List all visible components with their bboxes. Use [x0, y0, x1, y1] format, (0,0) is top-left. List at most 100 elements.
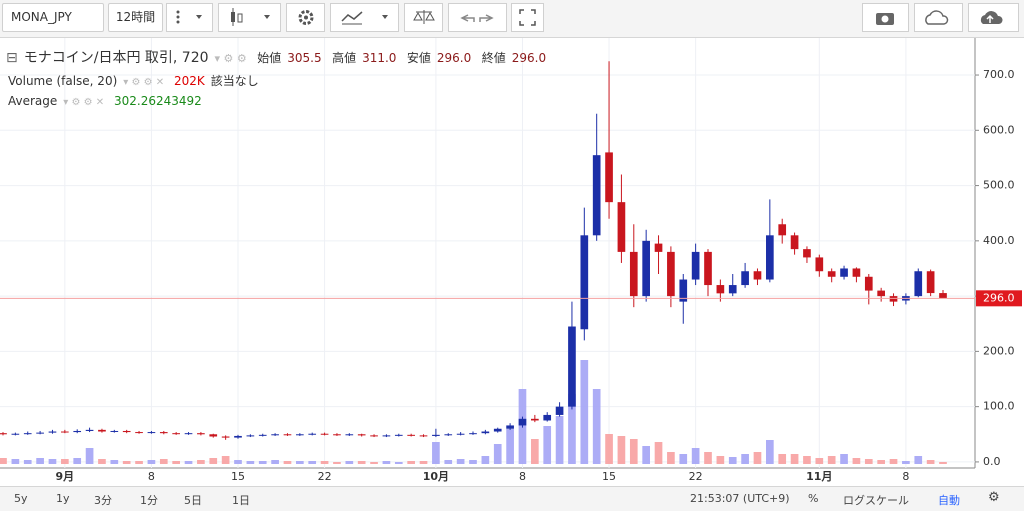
x-tick-label: 9月	[56, 470, 75, 483]
volume-bar	[23, 460, 32, 464]
range-button[interactable]: 1日	[232, 494, 250, 507]
close-label: 終値	[481, 51, 506, 65]
candle-body	[580, 235, 589, 330]
y-tick-label: 0.0	[983, 455, 1001, 468]
volume-bar	[877, 460, 885, 464]
candle-body	[320, 433, 329, 435]
candle-body	[382, 435, 391, 437]
volume-bar	[939, 461, 947, 464]
candle-body	[704, 251, 712, 286]
volume-bar	[543, 426, 552, 464]
volume-bar	[506, 429, 514, 464]
volume-bar	[493, 444, 502, 464]
volume-bar	[147, 460, 156, 464]
bottom-bar: 5y 1y 3分 1分 5日 1日 21:53:07 (UTC+9) % ログス…	[0, 486, 1024, 511]
volume-bar	[654, 442, 663, 464]
candle-body	[209, 434, 218, 437]
high-value: 311.0	[362, 51, 397, 65]
volume-bar	[221, 456, 230, 464]
candle-body	[432, 434, 440, 436]
settings-icon[interactable]: ⚙	[988, 490, 1000, 505]
volume-bar	[36, 458, 44, 464]
volume-bar	[394, 462, 403, 464]
candle-body	[617, 202, 626, 252]
compare-button[interactable]	[404, 3, 444, 32]
volume-bar	[580, 360, 589, 464]
range-button[interactable]: 3分	[94, 494, 112, 507]
x-tick-label: 10月	[423, 470, 449, 483]
candle-body	[827, 271, 836, 277]
volume-bar	[815, 458, 824, 464]
candle-body	[493, 428, 502, 432]
volume-bar	[617, 436, 626, 464]
series-legend: ⊟ モナコイン/日本円 取引, 720 ▾ ⚙ ⚙ 始値 305.5 高値 311.0 …	[6, 50, 547, 66]
close-value: 296.0	[511, 51, 547, 65]
candle-body	[407, 434, 415, 436]
range-button[interactable]: 5日	[184, 494, 202, 507]
x-tick-label: 15	[602, 470, 616, 483]
volume-bar	[419, 461, 428, 464]
range-button[interactable]: 1y	[56, 492, 70, 505]
candle-body	[159, 432, 168, 434]
candle-body	[753, 271, 762, 280]
volume-bar	[679, 454, 688, 464]
volume-bar	[778, 454, 787, 464]
indicator-button[interactable]	[330, 3, 400, 32]
volume-note: 該当なし	[210, 74, 259, 88]
range-button[interactable]: 5y	[14, 492, 28, 505]
candle-body	[11, 433, 20, 435]
candle-body	[568, 326, 576, 407]
undo-redo-buttons[interactable]	[448, 3, 508, 32]
candle-body	[481, 431, 490, 434]
volume-bar	[48, 459, 57, 464]
volume-bar	[469, 460, 477, 464]
symbol-input[interactable]: MONA_JPY	[2, 3, 104, 32]
y-tick-label: 700.0	[983, 68, 1015, 81]
volume-bar	[790, 454, 799, 464]
candle-body	[61, 431, 69, 433]
low-value: 296.0	[436, 51, 472, 65]
candle-body	[135, 432, 143, 434]
candle-body	[184, 433, 193, 435]
candle-body	[221, 436, 230, 438]
average-title: Average	[8, 94, 58, 108]
candle-body	[122, 430, 131, 433]
high-label: 高値	[332, 51, 357, 65]
candle-body	[716, 285, 725, 294]
x-tick-label: 8	[148, 470, 155, 483]
volume-bar	[864, 459, 873, 464]
volume-bar	[852, 458, 861, 464]
settings-button[interactable]	[286, 3, 326, 32]
percent-button[interactable]: %	[808, 492, 819, 505]
volume-bar	[914, 456, 923, 464]
volume-bar	[61, 459, 69, 464]
volume-bar	[172, 461, 180, 464]
volume-bar	[246, 461, 255, 464]
candle-body	[147, 432, 156, 434]
candle-type-button[interactable]	[218, 3, 282, 32]
candle-body	[36, 432, 44, 434]
range-button[interactable]: 1分	[140, 494, 158, 507]
icon-buttons[interactable]	[166, 3, 214, 32]
volume-bar	[333, 462, 341, 464]
low-label: 安値	[406, 51, 431, 65]
volume-bar	[728, 457, 737, 464]
volume-bar	[296, 461, 304, 464]
log-scale-button[interactable]: ログスケール	[843, 494, 909, 507]
x-tick-label: 22	[689, 470, 703, 483]
snapshot-cloud-buttons[interactable]	[862, 3, 1022, 32]
volume-bar	[531, 439, 539, 464]
candle-body	[654, 243, 663, 252]
volume-bar	[345, 461, 354, 464]
candle-body	[110, 430, 119, 432]
candle-body	[197, 433, 205, 435]
candle-body	[357, 434, 366, 436]
volume-bar	[209, 458, 218, 464]
candle-body	[271, 434, 279, 436]
interval-button[interactable]: 12時間	[108, 3, 163, 32]
candle-body	[469, 433, 477, 435]
volume-bar	[73, 458, 82, 464]
fullscreen-button[interactable]	[511, 3, 545, 32]
candle-body	[333, 434, 341, 436]
auto-button[interactable]: 自動	[938, 494, 960, 507]
